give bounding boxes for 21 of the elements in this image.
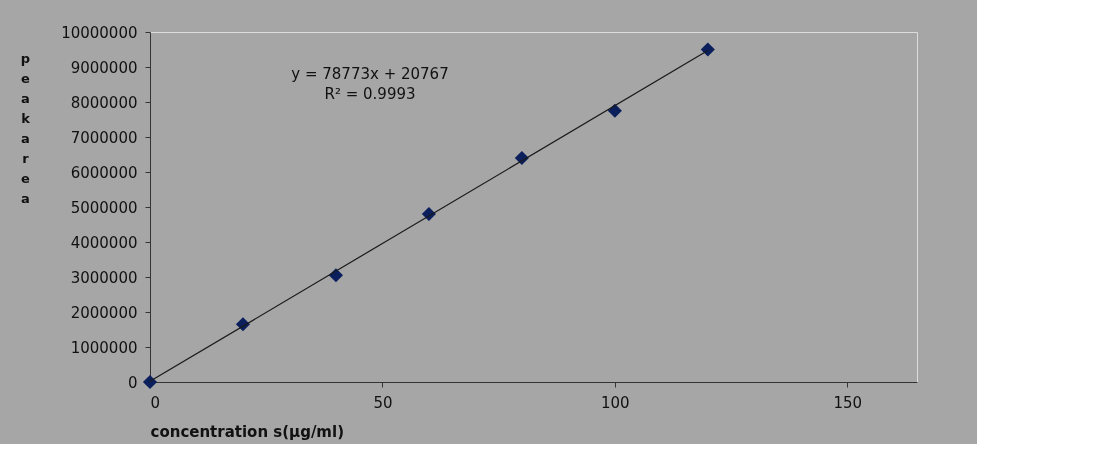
- y-tick-label: 6000000: [70, 163, 138, 182]
- y-tick-label: 7000000: [70, 128, 138, 147]
- y-tick-label: 8000000: [70, 93, 138, 112]
- x-axis-title: concentration s(µg/ml): [150, 422, 344, 441]
- y-tick-label: 10000000: [61, 23, 138, 42]
- y-tick-label: 5000000: [70, 198, 138, 217]
- annotation: y = 78773x + 20767: [291, 65, 449, 83]
- y-tick-label: 3000000: [70, 268, 138, 287]
- y-tick-label: 9000000: [70, 58, 138, 77]
- x-tick-label: 100: [601, 393, 630, 412]
- point: [142, 374, 158, 390]
- x-tick-label: 0: [150, 393, 161, 412]
- y-tick-label: 2000000: [70, 303, 138, 322]
- point: [700, 42, 715, 57]
- y-tick-label: 4000000: [70, 233, 138, 252]
- annotation: R² = 0.9993: [324, 85, 416, 103]
- y-axis-title: peak area: [20, 50, 31, 206]
- y-tick-label: 1000000: [70, 338, 138, 357]
- y-tick-label: 0: [127, 373, 138, 392]
- x-tick-label: 150: [833, 393, 863, 412]
- x-tick-label: 50: [373, 393, 393, 412]
